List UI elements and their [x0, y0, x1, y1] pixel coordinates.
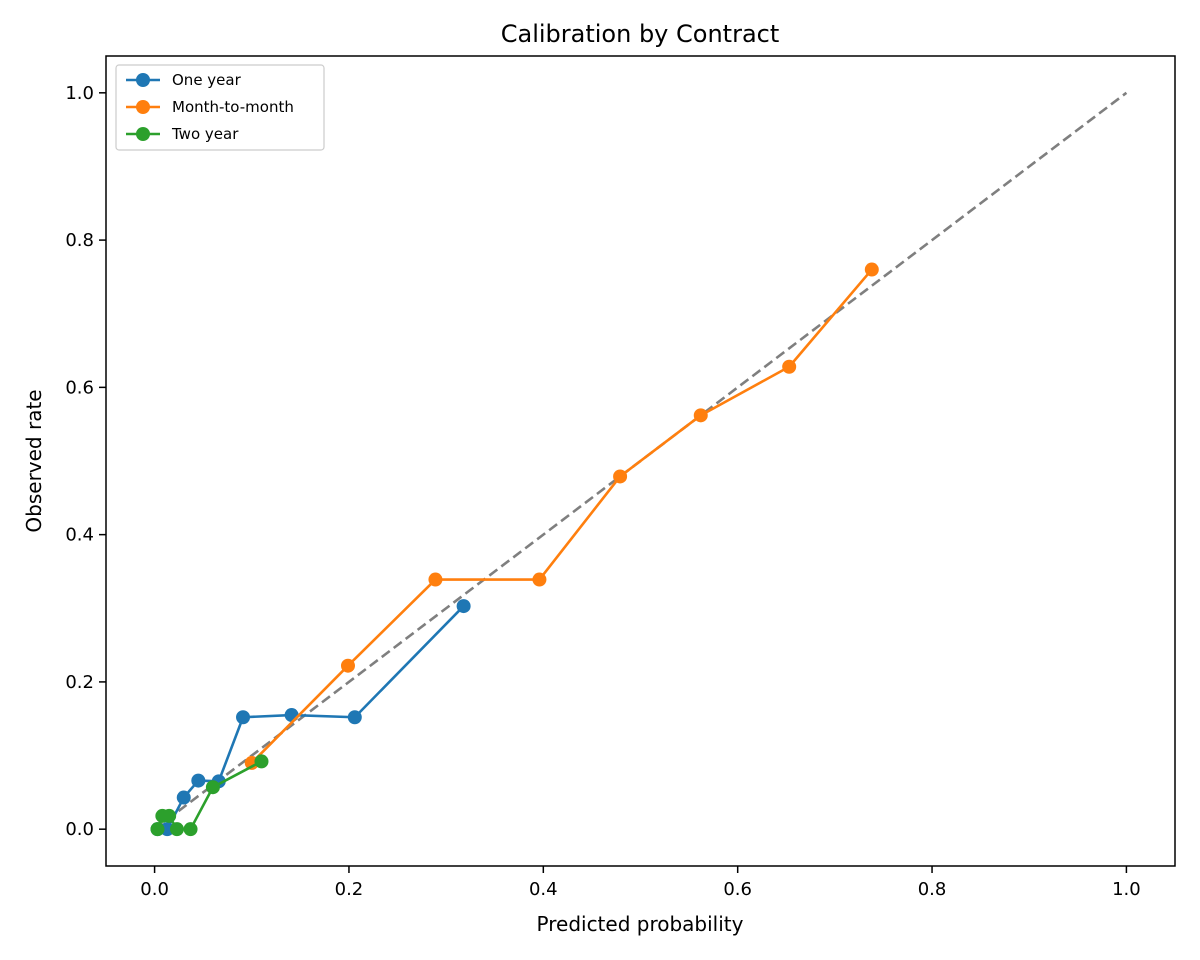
legend-label: One year	[172, 71, 242, 89]
data-point	[340, 658, 355, 673]
data-point	[176, 790, 191, 805]
y-tick-label: 0.2	[65, 672, 94, 693]
chart-title: Calibration by Contract	[501, 20, 780, 48]
legend-item: Two year	[126, 125, 239, 143]
data-point	[150, 822, 165, 837]
x-tick-label: 0.4	[529, 879, 558, 900]
y-axis-label: Observed rate	[22, 389, 46, 532]
data-point	[613, 469, 628, 484]
x-tick-label: 1.0	[1112, 879, 1141, 900]
data-point	[162, 808, 177, 823]
series-line	[250, 268, 873, 764]
legend-box	[115, 64, 325, 151]
series-layer	[150, 262, 879, 837]
legend-swatch-marker	[136, 127, 150, 141]
y-tick-label: 0.6	[65, 377, 94, 398]
data-point	[864, 262, 879, 277]
data-point	[191, 773, 206, 788]
series-1	[244, 262, 879, 770]
data-point	[782, 359, 797, 374]
y-tick-label: 0.8	[65, 230, 94, 251]
x-axis: 0.0 0.2 0.4 0.6 0.8 1.0	[140, 866, 1141, 900]
data-point	[284, 708, 299, 723]
x-axis-label: Predicted probability	[537, 912, 744, 936]
data-point	[169, 822, 184, 837]
data-point	[456, 599, 471, 614]
legend: One year Month-to-month Two year	[115, 64, 325, 151]
x-tick-label: 0.8	[918, 879, 947, 900]
y-tick-label: 0.0	[65, 819, 94, 840]
y-tick-label: 0.4	[65, 525, 94, 546]
data-point	[205, 780, 220, 795]
y-axis: 0.0 0.2 0.4 0.6 0.8 1.0	[65, 83, 106, 840]
data-point	[532, 572, 547, 587]
x-tick-label: 0.0	[140, 879, 169, 900]
data-point	[428, 572, 443, 587]
data-point	[236, 710, 251, 725]
legend-label: Month-to-month	[172, 98, 294, 116]
data-point	[183, 822, 198, 837]
data-point	[347, 710, 362, 725]
legend-swatch-marker	[136, 100, 150, 114]
x-tick-label: 0.2	[335, 879, 364, 900]
legend-label: Two year	[171, 125, 239, 143]
series-2	[150, 754, 269, 837]
data-point	[254, 754, 269, 769]
legend-item: Month-to-month	[126, 98, 294, 116]
legend-swatch-marker	[136, 73, 150, 87]
data-point	[693, 408, 708, 423]
legend-item: One year	[126, 71, 242, 89]
x-tick-label: 0.6	[723, 879, 752, 900]
plot-frame	[105, 55, 1176, 867]
data-point	[160, 822, 175, 837]
y-tick-label: 1.0	[65, 83, 94, 104]
